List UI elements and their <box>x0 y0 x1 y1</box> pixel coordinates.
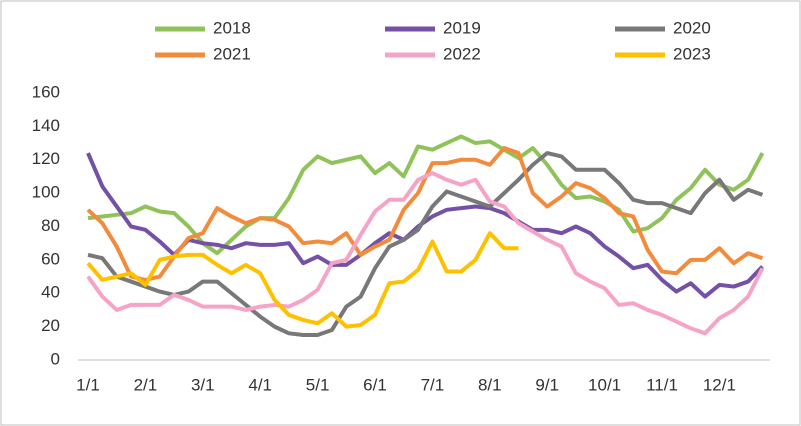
legend-label: 2019 <box>443 18 481 37</box>
line-series <box>87 151 764 337</box>
y-tick-label: 0 <box>51 349 60 368</box>
x-tick-label: 4/1 <box>248 375 272 394</box>
x-tick-label: 12/1 <box>703 375 736 394</box>
y-tick-label: 40 <box>41 283 60 302</box>
x-tick-label: 11/1 <box>646 375 678 394</box>
legend-label: 2023 <box>673 44 711 63</box>
x-tick-label: 3/1 <box>191 375 215 394</box>
y-tick-label: 120 <box>32 149 60 168</box>
line-series <box>86 171 765 336</box>
x-tick-label: 5/1 <box>306 375 330 394</box>
legend-label: 2021 <box>213 44 251 63</box>
x-tick-label: 2/1 <box>134 375 158 394</box>
x-tick-label: 10/1 <box>588 375 621 394</box>
y-tick-label: 140 <box>32 116 60 135</box>
y-tick-label: 80 <box>41 216 60 235</box>
x-tick-label: 1/1 <box>76 375 100 394</box>
legend-label: 2022 <box>443 44 481 63</box>
x-tick-label: 8/1 <box>478 375 502 394</box>
y-tick-label: 60 <box>41 249 60 268</box>
line-series <box>87 134 765 256</box>
y-tick-label: 160 <box>32 82 60 101</box>
y-tick-label: 100 <box>32 183 60 202</box>
x-tick-label: 6/1 <box>363 375 387 394</box>
x-tick-label: 9/1 <box>535 375 559 394</box>
legend-label: 2018 <box>213 18 251 37</box>
y-tick-label: 20 <box>41 316 60 335</box>
x-tick-label: 7/1 <box>421 375 445 394</box>
line-series <box>86 231 519 329</box>
legend-label: 2020 <box>673 18 711 37</box>
